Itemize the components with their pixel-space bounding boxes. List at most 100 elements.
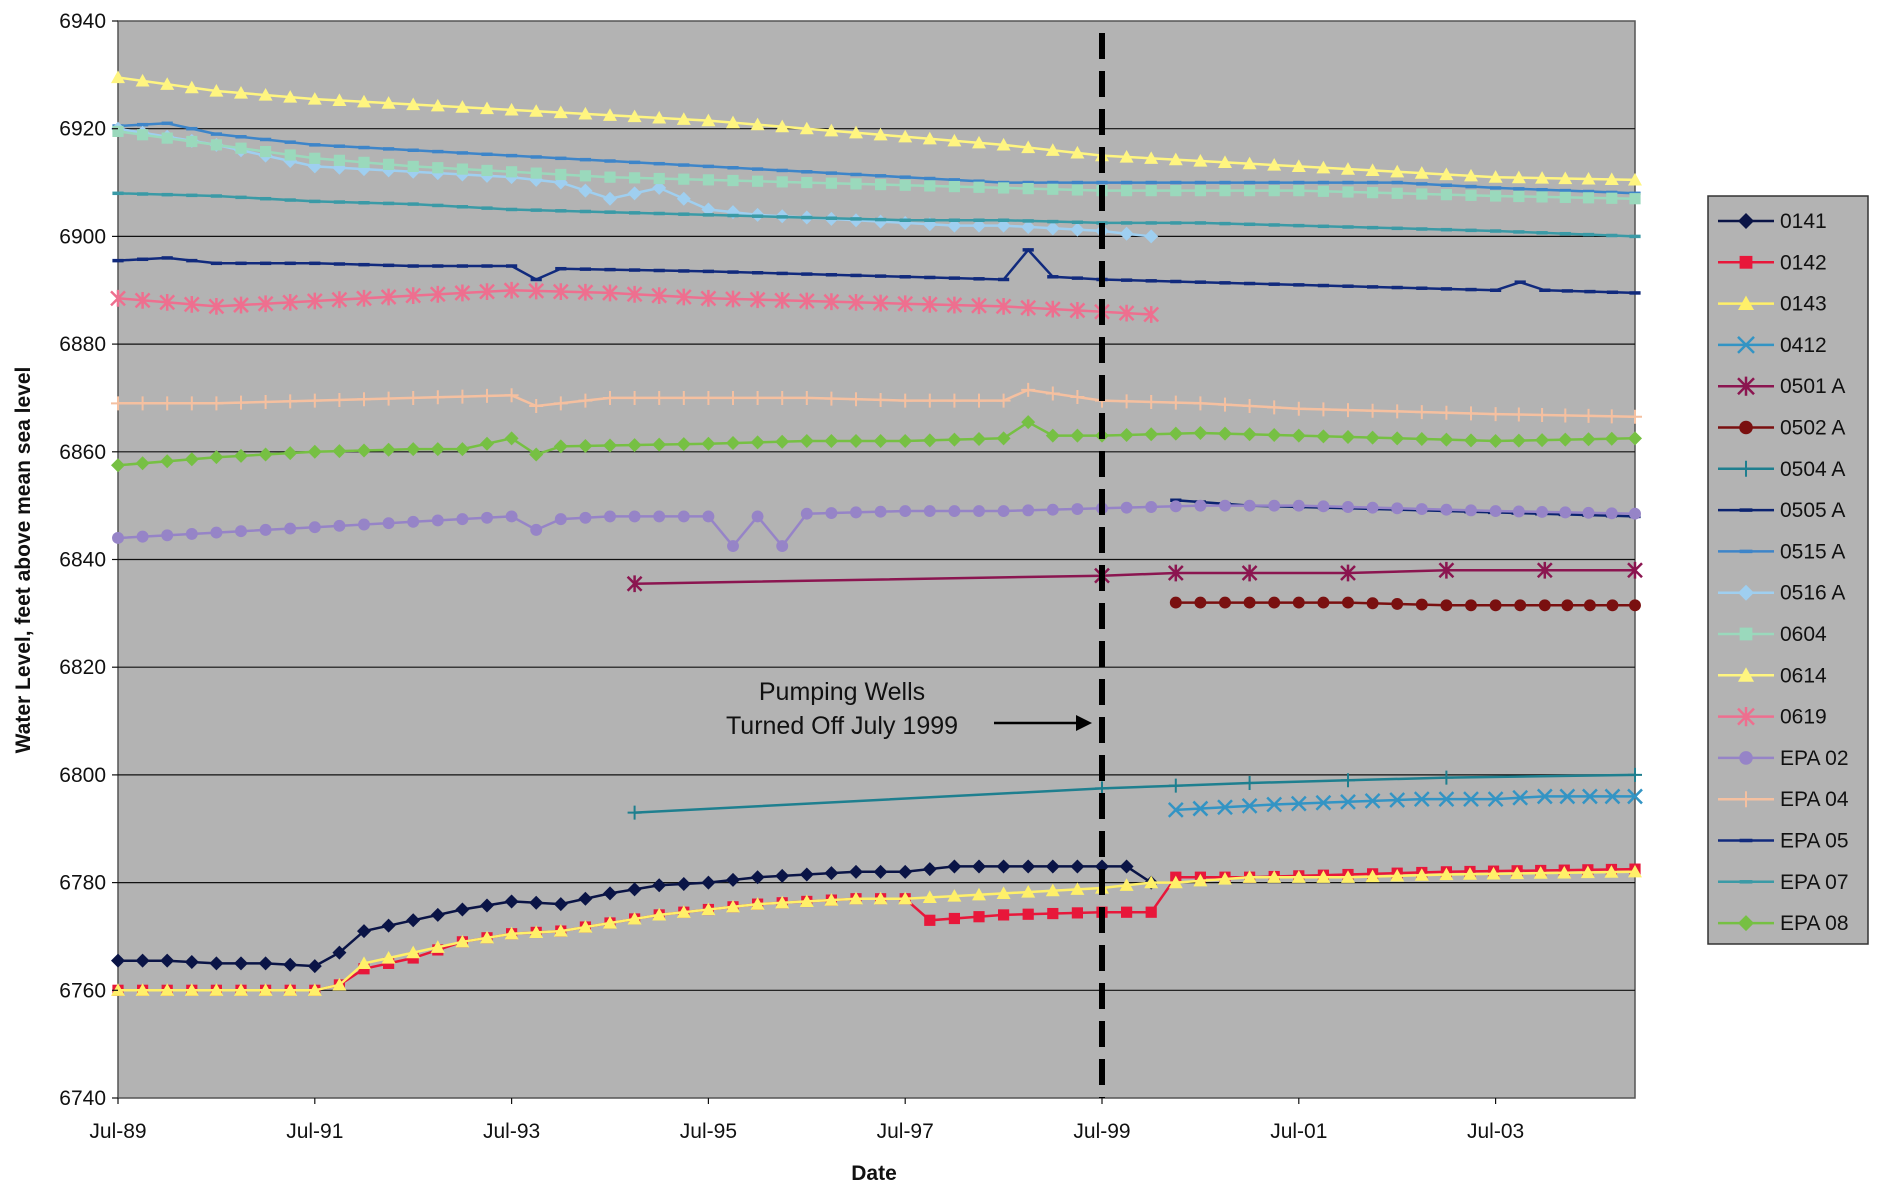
data-point <box>898 864 913 879</box>
data-point <box>626 285 643 303</box>
data-point <box>1464 433 1478 448</box>
data-point <box>701 113 716 127</box>
data-point <box>429 285 446 303</box>
data-point <box>331 291 348 309</box>
data-point <box>1391 597 1404 610</box>
data-point <box>1366 597 1379 610</box>
data-point <box>480 101 494 115</box>
data-point <box>135 953 150 968</box>
x-axis-ticks: Jul-89 Jul-91 Jul-93 Jul-95 Jul-97 Jul-99 Jul-… <box>89 1098 1524 1143</box>
data-point <box>676 191 691 206</box>
data-point <box>432 162 444 174</box>
data-point <box>1070 882 1085 895</box>
data-point <box>898 434 913 449</box>
data-point <box>922 862 937 877</box>
data-point <box>799 867 814 882</box>
data-point <box>235 142 247 154</box>
data-point <box>505 510 518 523</box>
data-point <box>996 886 1011 899</box>
data-point <box>1045 883 1060 897</box>
data-point <box>947 218 962 233</box>
data-point <box>996 859 1011 874</box>
data-point <box>111 983 125 996</box>
series-0502-a <box>1169 596 1641 612</box>
series-0504-a <box>627 767 1642 820</box>
x-tick-label: Jul-03 <box>1467 1120 1524 1143</box>
data-point <box>1070 145 1085 159</box>
data-point <box>1315 794 1332 811</box>
data-point <box>775 895 790 909</box>
data-point <box>137 129 149 141</box>
data-point <box>1045 386 1060 401</box>
data-point <box>1218 426 1232 441</box>
data-point <box>873 434 888 449</box>
data-point <box>1340 564 1356 582</box>
data-point <box>824 123 839 137</box>
legend-item: 0501 A <box>1718 375 1845 398</box>
annotation-line-1: Pumping Wells <box>759 678 925 706</box>
data-point <box>947 133 962 147</box>
data-point <box>1194 499 1207 512</box>
legend-label: 0142 <box>1780 251 1827 274</box>
data-point <box>1559 788 1576 805</box>
data-point <box>750 117 765 131</box>
data-point <box>356 289 372 307</box>
data-point <box>948 180 960 193</box>
data-point <box>1628 767 1642 782</box>
data-point <box>578 920 593 933</box>
data-point <box>529 399 544 414</box>
data-point <box>1628 864 1642 878</box>
data-point <box>1365 163 1380 177</box>
y-tick-label: 6940 <box>59 10 106 33</box>
data-point <box>972 218 986 233</box>
data-point <box>1366 501 1379 514</box>
data-point <box>1268 596 1281 609</box>
data-point <box>1583 599 1596 612</box>
legend-label: 0505 A <box>1780 499 1845 522</box>
data-point <box>1021 382 1036 397</box>
data-point <box>1119 149 1134 163</box>
data-point <box>381 918 396 933</box>
data-point <box>553 105 568 119</box>
data-point <box>1291 401 1306 416</box>
legend-item: 0515 A <box>1718 540 1845 563</box>
y-tick-label: 6740 <box>59 1087 106 1110</box>
data-point <box>973 911 985 923</box>
data-point <box>160 454 175 469</box>
data-point <box>1021 219 1036 234</box>
data-point <box>209 983 224 996</box>
data-point <box>849 392 863 407</box>
data-point <box>798 292 815 310</box>
data-point <box>1045 428 1060 443</box>
data-point <box>1604 409 1619 424</box>
data-point <box>848 293 864 311</box>
legend-item: 0143 <box>1718 293 1827 316</box>
series-epa-05 <box>112 247 1641 295</box>
data-point <box>1070 390 1085 405</box>
data-point <box>701 390 716 405</box>
data-point <box>1119 859 1134 874</box>
data-point <box>1604 431 1619 446</box>
data-point <box>307 393 322 408</box>
data-point <box>332 444 347 459</box>
data-point <box>528 282 545 300</box>
data-point <box>923 505 936 517</box>
y-tick-label: 6800 <box>59 764 106 787</box>
data-point <box>1439 867 1454 881</box>
data-point <box>652 390 667 405</box>
data-point <box>1168 778 1183 793</box>
series-line <box>1175 795 1635 812</box>
data-point <box>553 897 568 912</box>
data-point <box>603 915 617 929</box>
legend-label: EPA 04 <box>1780 788 1849 811</box>
data-point <box>579 170 591 182</box>
data-point <box>776 176 788 188</box>
data-point <box>1364 793 1381 809</box>
series-0412 <box>1167 788 1643 818</box>
data-point <box>1438 561 1455 579</box>
data-point <box>1267 400 1282 415</box>
data-point <box>1390 164 1405 178</box>
data-point <box>283 394 298 409</box>
data-point <box>897 295 914 313</box>
data-point <box>824 391 839 406</box>
